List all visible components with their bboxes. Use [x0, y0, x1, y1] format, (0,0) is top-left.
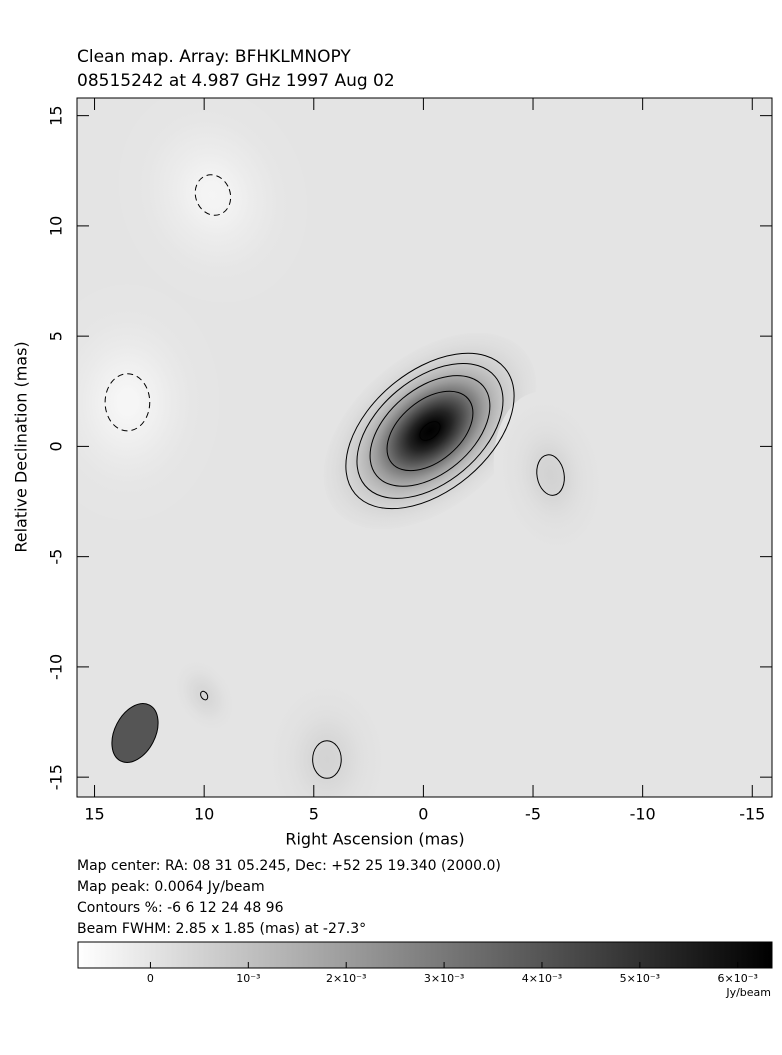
plot-area	[77, 98, 772, 797]
y-tick-label: -15	[47, 764, 66, 790]
y-axis-label: Relative Declination (mas)	[12, 341, 31, 552]
beam	[111, 703, 159, 763]
x-axis-label: Right Ascension (mas)	[285, 830, 464, 849]
chart-title: Clean map. Array: BFHKLMNOPY	[77, 47, 351, 67]
y-tick-label: 10	[47, 216, 66, 236]
y-tick-label: 0	[47, 441, 66, 451]
colorbar-tick-label: 10⁻³	[236, 972, 260, 985]
y-tick-label: 5	[47, 331, 66, 341]
x-tick-label: -5	[525, 805, 541, 824]
map-component	[262, 675, 392, 797]
contour	[386, 390, 474, 472]
y-tick-label: 15	[47, 105, 66, 125]
x-tick-label: 5	[309, 805, 319, 824]
y-tick-label: -5	[47, 549, 66, 565]
contour	[419, 421, 441, 441]
y-tick-label: -10	[47, 654, 66, 680]
colorbar-tick-label: 4×10⁻³	[522, 972, 562, 985]
colorbar-tick-label: 3×10⁻³	[424, 972, 464, 985]
colorbar-tick-label: 6×10⁻³	[718, 972, 758, 985]
contour	[356, 363, 504, 499]
colorbar-tick-label: 0	[147, 972, 154, 985]
note: Map peak: 0.0064 Jy/beam	[77, 879, 265, 895]
x-tick-label: 15	[84, 805, 104, 824]
colorbar	[77, 941, 773, 969]
note: Map center: RA: 08 31 05.245, Dec: +52 2…	[77, 858, 501, 874]
contour	[369, 375, 491, 487]
contour	[104, 373, 151, 432]
note: Contours %: -6 6 12 24 48 96	[77, 900, 284, 916]
colorbar-unit: Jy/beam	[725, 986, 771, 999]
map-component	[166, 650, 242, 741]
colorbar-tick-label: 5×10⁻³	[620, 972, 660, 985]
map-component	[118, 98, 308, 303]
x-tick-label: -10	[630, 805, 656, 824]
contour	[345, 352, 515, 510]
note: Beam FWHM: 2.85 x 1.85 (mas) at -27.3°	[77, 921, 366, 937]
contour	[200, 690, 209, 701]
map-component	[77, 284, 220, 521]
colorbar-tick-label: 2×10⁻³	[326, 972, 366, 985]
contour	[312, 740, 342, 779]
chart-subtitle: 08515242 at 4.987 GHz 1997 Aug 02	[77, 71, 395, 91]
x-tick-label: 0	[418, 805, 428, 824]
contour	[536, 454, 565, 496]
map-component	[323, 332, 537, 530]
x-tick-label: 10	[194, 805, 214, 824]
plot-frame	[76, 97, 773, 798]
x-tick-label: -15	[739, 805, 765, 824]
map-component	[493, 391, 608, 559]
